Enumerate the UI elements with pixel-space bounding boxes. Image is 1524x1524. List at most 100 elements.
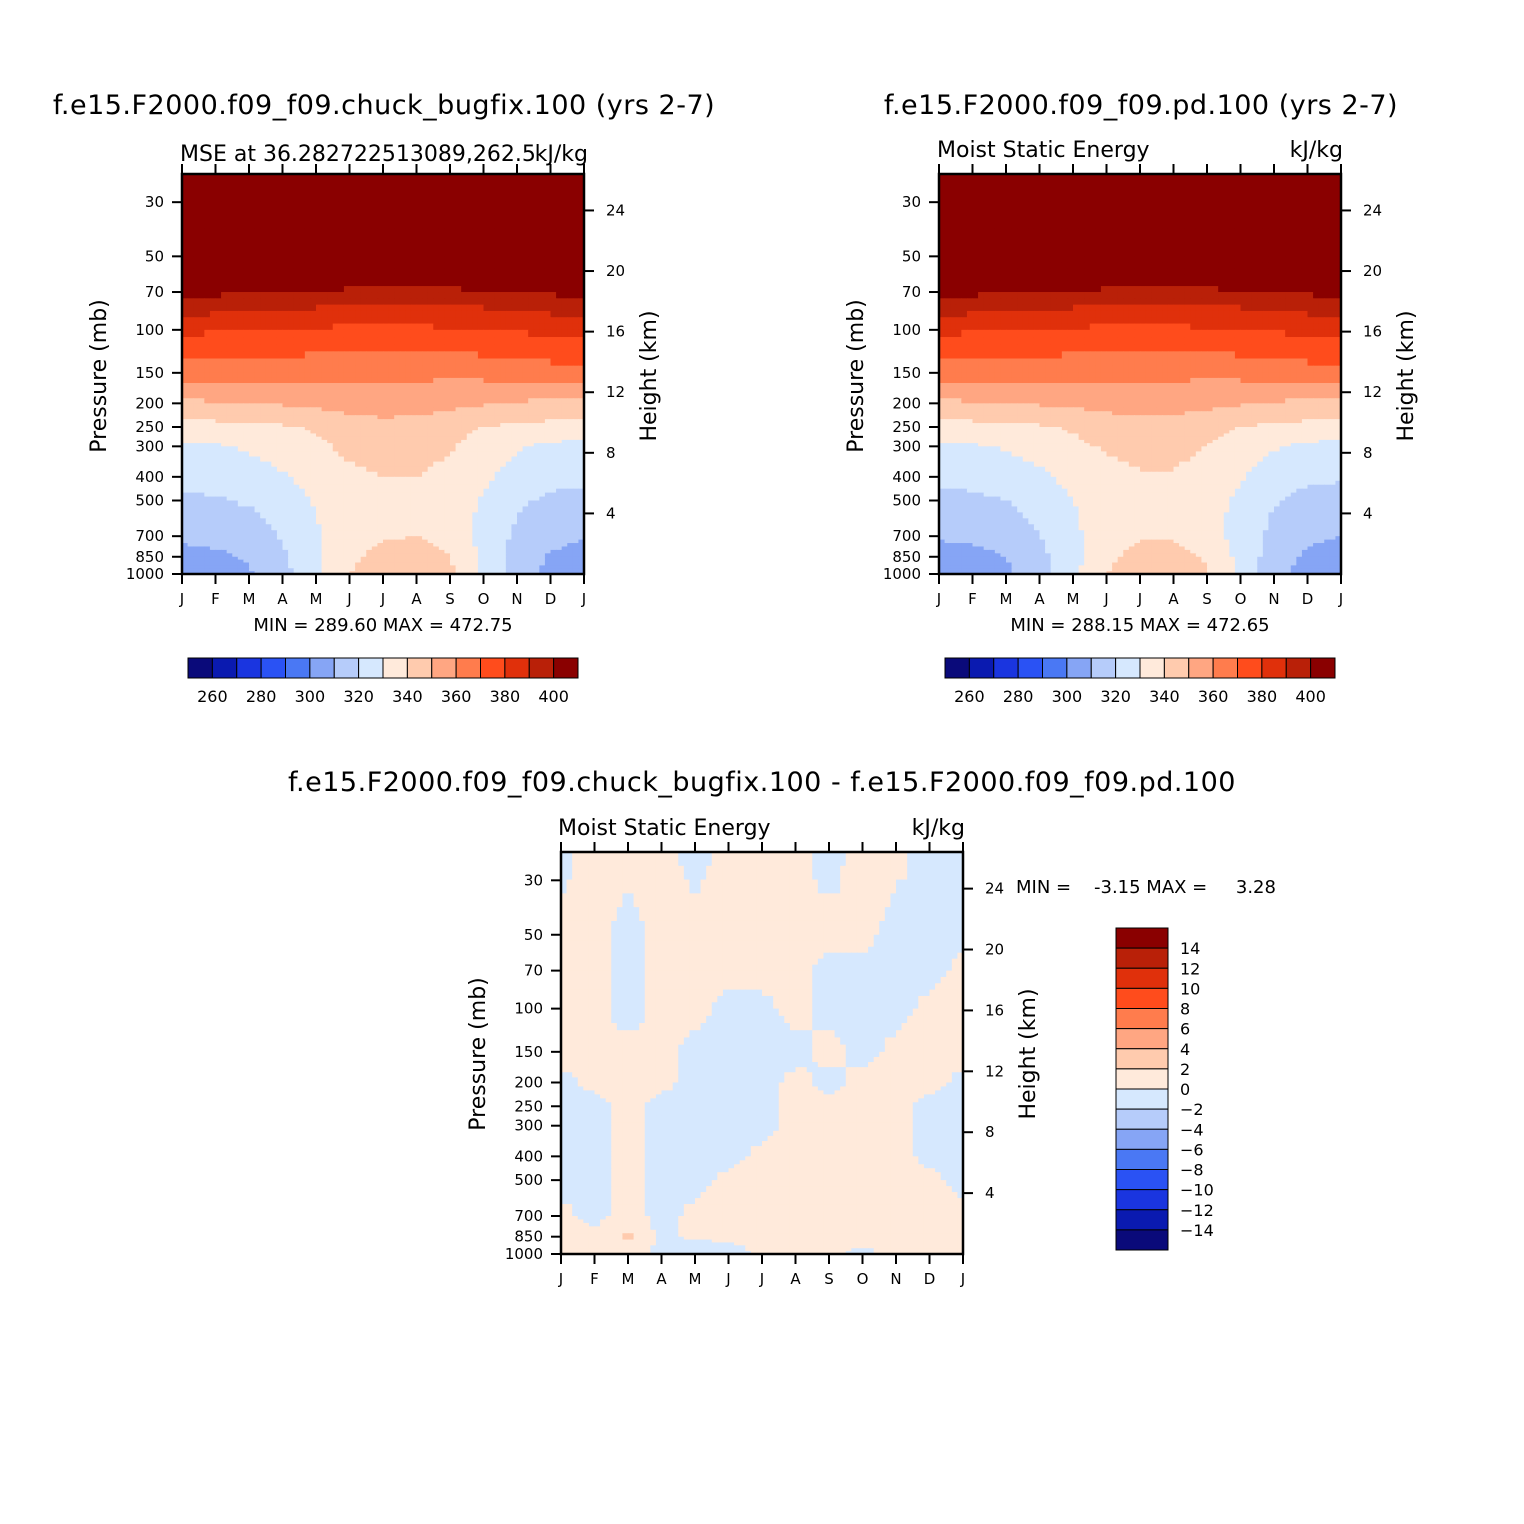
contour-cell — [455, 553, 462, 558]
contour-cell — [438, 187, 446, 203]
contour-cell — [349, 337, 356, 345]
contour-cell — [343, 358, 351, 367]
contour-cell — [505, 372, 513, 379]
contour-cell — [567, 383, 574, 389]
contour-cell — [433, 398, 440, 404]
contour-cell — [332, 317, 339, 325]
contour-cell — [282, 439, 289, 444]
contour-cell — [327, 556, 334, 561]
contour-cell — [332, 377, 339, 384]
contour-cell — [433, 372, 440, 379]
contour-cell — [416, 549, 423, 554]
contour-cell — [265, 298, 272, 306]
contour-cell — [221, 337, 228, 345]
contour-cell — [561, 365, 568, 374]
contour-cell — [338, 530, 345, 537]
contour-cell — [293, 388, 300, 394]
contour-cell — [572, 518, 580, 525]
contour-cell — [293, 565, 300, 569]
contour-cell — [332, 559, 339, 564]
contour-cell — [271, 407, 278, 412]
contour-cell — [399, 512, 406, 519]
contour-cell — [271, 262, 278, 269]
contour-cell — [455, 411, 462, 416]
contour-cell — [472, 187, 479, 203]
contour-cell — [299, 344, 306, 352]
contour-cell — [455, 439, 462, 444]
contour-cell — [561, 310, 568, 318]
contour-cell — [327, 393, 334, 399]
contour-cell — [355, 280, 362, 287]
contour-cell — [316, 500, 323, 508]
contour-cell — [567, 466, 574, 473]
contour-cell — [366, 556, 373, 561]
contour-cell — [232, 407, 239, 412]
contour-cell — [455, 337, 462, 345]
contour-cell — [349, 298, 356, 306]
contour-cell — [450, 292, 457, 299]
contour-cell — [561, 436, 568, 441]
contour-cell — [377, 439, 384, 444]
contour-cell — [221, 436, 228, 441]
contour-cell — [466, 524, 473, 531]
contour-cell — [221, 451, 228, 458]
contour-cell — [338, 298, 345, 306]
contour-cell — [500, 492, 507, 498]
contour-cell — [511, 492, 518, 498]
contour-cell — [472, 403, 479, 408]
contour-cell — [198, 403, 205, 408]
contour-cell — [371, 365, 379, 374]
contour-cell — [466, 323, 473, 331]
contour-cell — [254, 430, 261, 435]
contour-cell — [477, 407, 485, 412]
contour-cell — [489, 466, 496, 473]
contour-cell — [371, 492, 379, 498]
contour-cell — [377, 443, 384, 447]
contour-cell — [539, 298, 546, 306]
contour-cell — [338, 411, 345, 416]
contour-cell — [187, 439, 194, 444]
contour-cell — [198, 317, 205, 325]
contour-cell — [221, 439, 228, 444]
contour-cell — [494, 546, 501, 551]
contour-cell — [561, 506, 568, 513]
contour-cell — [221, 506, 228, 513]
contour-cell — [226, 423, 233, 428]
contour-cell — [360, 280, 367, 287]
contour-cell — [539, 492, 546, 498]
contour-cell — [187, 546, 194, 551]
contour-cell — [556, 500, 563, 508]
contour-cell — [410, 446, 418, 453]
contour-cell — [483, 317, 490, 325]
contour-cell — [472, 543, 479, 548]
contour-cell — [299, 372, 306, 379]
contour-cell — [422, 556, 429, 561]
contour-cell — [332, 292, 339, 299]
contour-cell — [371, 439, 379, 444]
contour-cell — [260, 456, 267, 463]
contour-cell — [438, 377, 446, 384]
contour-cell — [511, 372, 518, 379]
contour-cell — [299, 298, 306, 306]
contour-cell — [254, 201, 261, 216]
contour-cell — [332, 536, 339, 541]
contour-cell — [249, 539, 256, 544]
contour-cell — [550, 556, 557, 561]
contour-cell — [276, 423, 284, 428]
contour-cell — [561, 539, 568, 544]
contour-cell — [399, 262, 406, 269]
contour-cell — [477, 443, 485, 447]
contour-cell — [276, 383, 284, 389]
contour-cell — [567, 403, 574, 408]
contour-cell — [310, 451, 317, 458]
contour-cell — [483, 329, 490, 338]
contour-cell — [472, 337, 479, 345]
contour-cell — [377, 427, 384, 431]
contour-cell — [444, 500, 451, 508]
contour-cell — [243, 439, 250, 444]
contour-cell — [399, 344, 406, 352]
contour-cell — [327, 530, 334, 537]
contour-cell — [405, 323, 412, 331]
contour-cell — [511, 433, 518, 438]
contour-cell — [522, 329, 529, 338]
